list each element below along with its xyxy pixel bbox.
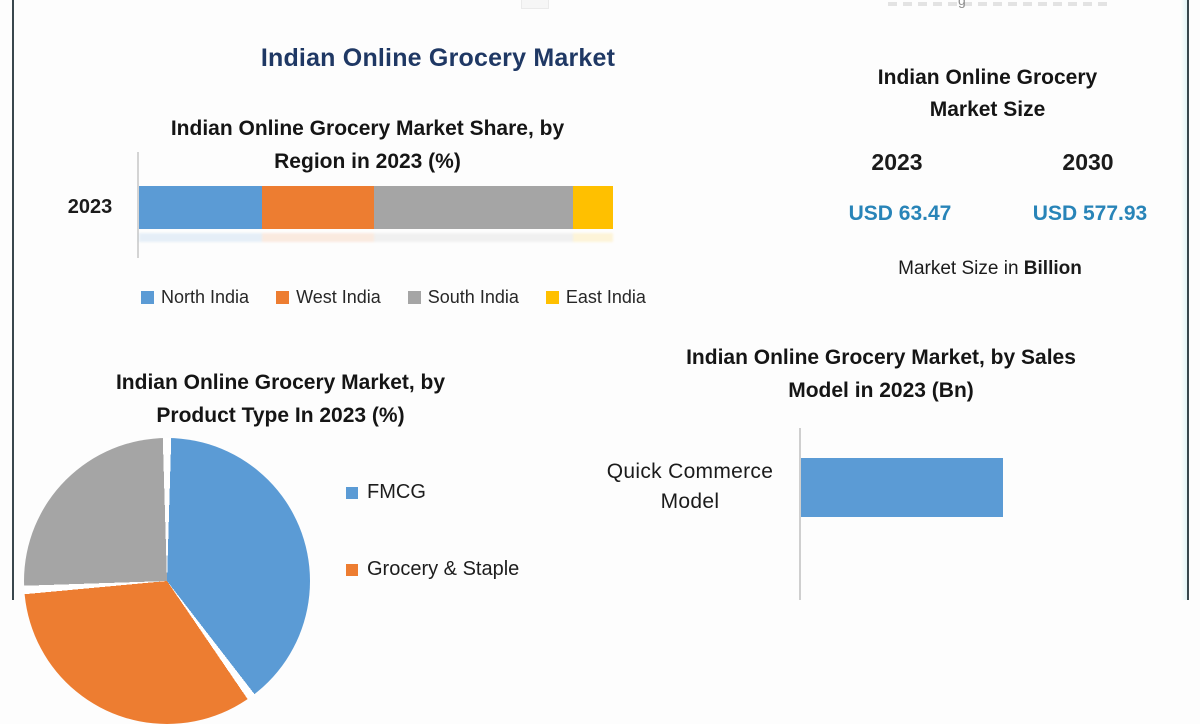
legend-label: Grocery & Staple (367, 558, 520, 580)
region-legend-item-south-india: South India (407, 287, 519, 308)
market-size-caption-unit: Billion (1023, 258, 1082, 279)
region-bar-segment-north-india (139, 233, 263, 242)
page-title: Indian Online Grocery Market (260, 44, 616, 72)
market-size-caption: Market Size in Billion (820, 258, 1160, 280)
legend-swatch-icon (346, 486, 358, 499)
legend-swatch-icon (407, 291, 421, 304)
watermark-dashes (888, 2, 1113, 6)
market-size-value-2023: USD 63.47 (848, 202, 952, 225)
sales-category-line2: Model (660, 490, 720, 513)
region-legend: North India West India South India East Ind… (141, 287, 646, 308)
product-chart-title-line1: Indian Online Grocery Market, by (115, 371, 446, 394)
region-legend-item-west-india: West India (276, 287, 381, 308)
watermark-fragment: g (958, 0, 966, 8)
region-chart-title-line1: Indian Online Grocery Market Share, by (170, 117, 565, 140)
legend-label: South India (427, 287, 519, 307)
legend-label: West India (296, 287, 381, 307)
clipped-watermark-text: g (888, 0, 1113, 9)
top-edge-artifact (521, 0, 549, 9)
product-chart-title-line2: Product Type In 2023 (%) (156, 404, 405, 427)
market-size-year-2023: 2023 (871, 149, 923, 175)
legend-swatch-icon (545, 291, 559, 304)
market-size-title-line2: Market Size (929, 98, 1046, 121)
market-size-value-2030: USD 577.93 (1032, 202, 1148, 225)
region-axis-category-label: 2023 (67, 196, 113, 218)
sales-chart-title-line2: Model in 2023 (Bn) (788, 379, 974, 402)
region-bar-segment-north-india (139, 186, 263, 229)
product-legend-item-grocery-staple: Grocery & Staple (346, 558, 519, 581)
region-stacked-bar (139, 186, 613, 229)
region-chart-title-line2: Region in 2023 (%) (274, 150, 461, 173)
market-size-caption-prefix: Market Size in (898, 258, 1024, 279)
legend-swatch-icon (276, 291, 290, 304)
left-frame-border (12, 0, 14, 600)
right-border-glow (1181, 0, 1187, 600)
region-bar-reflection (139, 233, 613, 242)
legend-label: North India (161, 287, 250, 307)
product-chart-title: Indian Online Grocery Market, by Product… (28, 366, 533, 432)
product-legend: FMCG Grocery & Staple (346, 481, 519, 581)
legend-swatch-icon (141, 291, 154, 304)
region-bar-segment-west-india (262, 233, 374, 242)
region-bar-segment-south-india (373, 186, 573, 229)
sales-category-label: Quick Commerce Model (585, 457, 795, 517)
region-bar-segment-east-india (572, 186, 613, 229)
region-chart-title: Indian Online Grocery Market Share, by R… (115, 112, 620, 178)
legend-label: East India (565, 287, 646, 307)
legend-label: FMCG (367, 481, 426, 503)
sales-chart-title: Indian Online Grocery Market, by Sales M… (620, 341, 1142, 407)
market-size-title: Indian Online Grocery Market Size (810, 62, 1165, 126)
product-legend-item-fmcg: FMCG (346, 481, 519, 504)
sales-chart-title-line1: Indian Online Grocery Market, by Sales (686, 346, 1076, 369)
legend-swatch-icon (346, 563, 358, 576)
sales-y-axis-line (799, 428, 801, 600)
market-size-title-line1: Indian Online Grocery (877, 66, 1098, 89)
sales-bar-quick-commerce (801, 458, 1003, 517)
sales-category-line1: Quick Commerce (606, 460, 774, 483)
region-bar-segment-south-india (373, 233, 573, 242)
region-bar-segment-east-india (572, 233, 613, 242)
market-size-year-2030: 2030 (1062, 149, 1114, 175)
region-bar-segment-west-india (262, 186, 374, 229)
region-legend-item-north-india: North India (141, 287, 249, 308)
sales-plot-area (801, 458, 1189, 517)
product-pie (24, 438, 310, 724)
region-legend-item-east-india: East India (545, 287, 646, 308)
right-frame-border (1187, 0, 1189, 600)
region-y-axis-line (137, 152, 139, 258)
